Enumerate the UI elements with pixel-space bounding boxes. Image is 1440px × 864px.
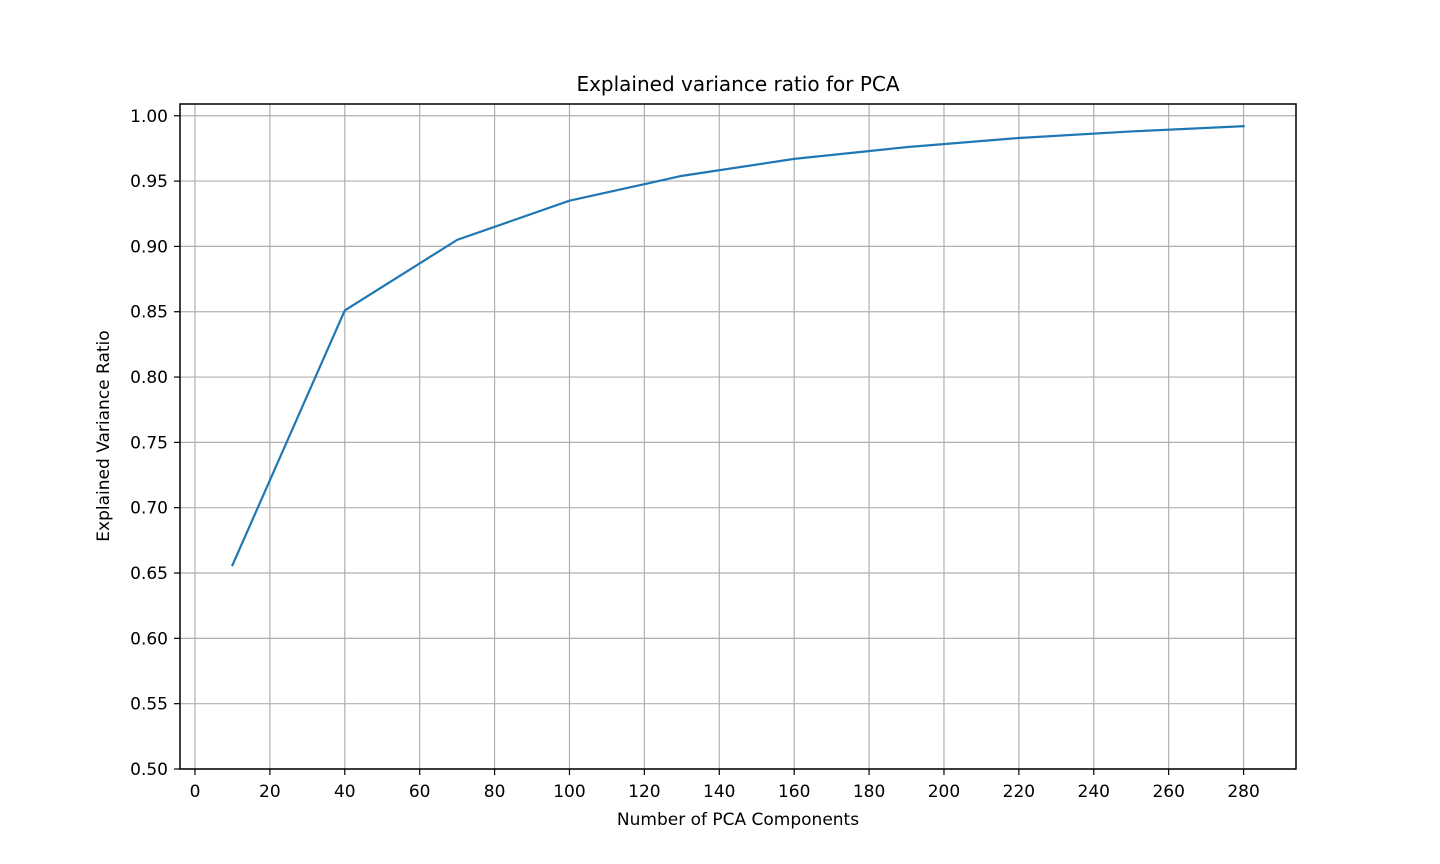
x-tick-label: 160 <box>778 782 810 802</box>
x-tick-label: 220 <box>1003 782 1035 802</box>
x-tick-label: 60 <box>409 782 431 802</box>
x-axis-label: Number of PCA Components <box>617 810 859 830</box>
x-tick-label: 100 <box>553 782 585 802</box>
series-layer <box>230 125 1245 567</box>
x-tick-label: 0 <box>190 782 201 802</box>
y-tick-label: 0.90 <box>130 237 168 257</box>
y-tick-label: 0.50 <box>130 760 168 780</box>
y-tick-label: 0.65 <box>130 564 168 584</box>
y-tick-label: 1.00 <box>130 107 168 127</box>
x-tick-label: 280 <box>1227 782 1259 802</box>
x-tick-label: 20 <box>259 782 281 802</box>
y-tick-label: 0.60 <box>130 629 168 649</box>
y-tick-label: 0.75 <box>130 433 168 453</box>
y-tick-label: 0.55 <box>130 695 168 715</box>
x-tick-label: 200 <box>928 782 960 802</box>
plot-frame <box>179 103 1297 770</box>
y-tick-label: 0.95 <box>130 172 168 192</box>
x-tick-label: 140 <box>703 782 735 802</box>
y-tick-label: 0.80 <box>130 368 168 388</box>
y-tick-label: 0.70 <box>130 499 168 519</box>
y-tick-label: 0.85 <box>130 303 168 323</box>
grid <box>180 104 1296 770</box>
x-tick-label: 240 <box>1078 782 1110 802</box>
y-axis-label: Explained Variance Ratio <box>94 330 114 541</box>
x-tick-label: 120 <box>628 782 660 802</box>
x-tick-label: 180 <box>853 782 885 802</box>
series-line <box>230 125 1245 567</box>
ticks: 0 20 40 60 80 100 120 140 160 180 200 220 240 260 280 0… <box>130 107 1260 802</box>
chart-title: Explained variance ratio for PCA <box>576 72 899 96</box>
x-tick-label: 40 <box>334 782 356 802</box>
x-tick-label: 80 <box>484 782 506 802</box>
x-tick-label: 260 <box>1152 782 1184 802</box>
